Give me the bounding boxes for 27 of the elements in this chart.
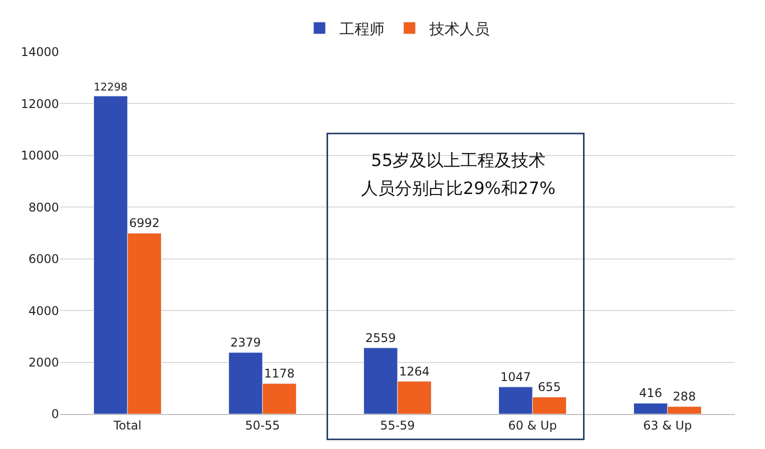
- data-label: 288: [672, 390, 696, 404]
- data-label: 1047: [500, 370, 531, 384]
- legend-label: 工程师: [340, 20, 384, 38]
- data-label: 2379: [230, 335, 261, 350]
- x-tick-label: Total: [112, 418, 142, 432]
- y-tick-label: 8000: [28, 200, 59, 214]
- data-label: 1264: [399, 364, 430, 378]
- x-tick-label: 60 & Up: [508, 418, 557, 432]
- data-label: 2559: [365, 330, 396, 345]
- x-tick-label: 50-55: [245, 418, 280, 432]
- y-tick-label: 14000: [20, 45, 59, 60]
- data-label: 655: [538, 380, 561, 394]
- y-tick-label: 4000: [28, 304, 59, 318]
- data-label: 6992: [129, 216, 160, 230]
- data-label: 1178: [264, 366, 295, 381]
- x-tick-label: 63 & Up: [643, 418, 692, 432]
- data-label: 12298: [94, 81, 128, 94]
- data-label: 416: [639, 386, 662, 400]
- legend-label: 技术人员: [428, 20, 490, 38]
- annotation: 55岁及以上工程及技术: [371, 151, 546, 171]
- y-tick-label: 12000: [20, 96, 59, 111]
- y-tick-label: 0: [51, 407, 59, 422]
- annotation: 人员分别占比29%和27%: [361, 179, 556, 199]
- y-tick-label: 6000: [28, 252, 59, 266]
- y-tick-label: 10000: [20, 148, 59, 163]
- x-tick-label: 55-59: [380, 418, 415, 432]
- y-tick-label: 2000: [28, 355, 59, 370]
